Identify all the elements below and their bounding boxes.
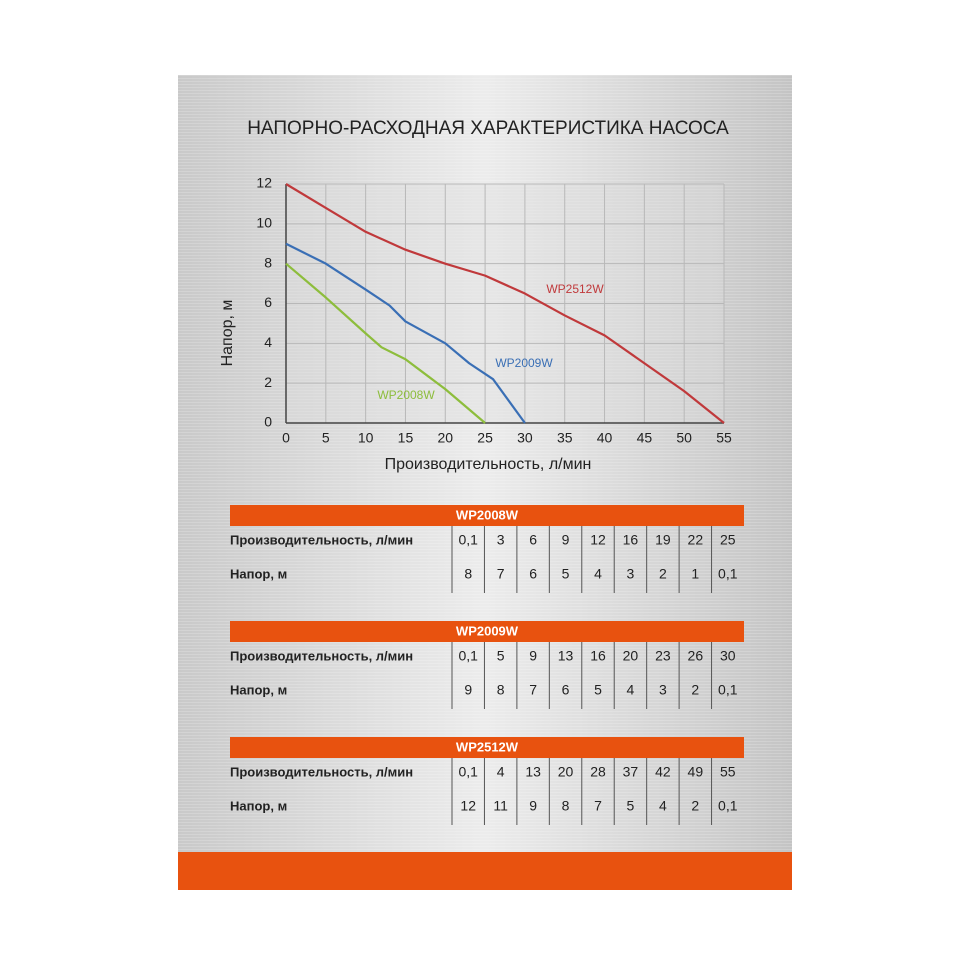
x-tick-label: 30 <box>517 430 533 446</box>
y-tick-label: 10 <box>256 215 272 231</box>
table-header <box>230 621 744 642</box>
table-cell: 3 <box>627 566 635 582</box>
table-cell: 5 <box>594 682 602 698</box>
table-cell: 6 <box>562 682 570 698</box>
table-cell: 12 <box>460 798 476 814</box>
table-cell: 55 <box>720 764 736 780</box>
series-label: WP2512W <box>546 282 604 296</box>
y-tick-label: 0 <box>264 414 272 430</box>
table-cell: 9 <box>529 648 537 664</box>
table-cell: 11 <box>493 798 508 814</box>
table-cell: 0,1 <box>458 532 478 548</box>
x-tick-label: 25 <box>477 430 493 446</box>
table-cell: 22 <box>688 532 704 548</box>
table-cell: 0,1 <box>458 648 478 664</box>
table-cell: 9 <box>562 532 570 548</box>
table-cell: 13 <box>525 764 541 780</box>
x-tick-label: 55 <box>716 430 732 446</box>
table-cell: 49 <box>688 764 704 780</box>
row-label: Производительность, л/мин <box>230 532 413 547</box>
table-header <box>230 737 744 758</box>
x-tick-label: 45 <box>637 430 653 446</box>
table-cell: 37 <box>623 764 639 780</box>
table-cell: 3 <box>659 682 667 698</box>
table-cell: 28 <box>590 764 606 780</box>
table-title: WP2009W <box>456 623 519 638</box>
table-cell: 30 <box>720 648 736 664</box>
table-title: WP2512W <box>456 739 519 754</box>
table-cell: 6 <box>529 532 537 548</box>
y-axis-label: Напор, м <box>219 300 236 367</box>
x-tick-label: 15 <box>398 430 414 446</box>
row-label: Напор, м <box>230 566 287 581</box>
table-cell: 4 <box>659 798 667 814</box>
x-tick-label: 20 <box>437 430 453 446</box>
table-cell: 8 <box>562 798 570 814</box>
table-cell: 12 <box>590 532 606 548</box>
table-cell: 9 <box>464 682 472 698</box>
row-label: Производительность, л/мин <box>230 764 413 779</box>
table-cell: 0,1 <box>718 682 738 698</box>
table-cell: 6 <box>529 566 537 582</box>
table-cell: 2 <box>659 566 667 582</box>
table-cell: 8 <box>497 682 505 698</box>
series-label: WP2008W <box>377 388 435 402</box>
table-cell: 2 <box>691 798 699 814</box>
table-cell: 4 <box>627 682 635 698</box>
table-cell: 25 <box>720 532 736 548</box>
x-axis-label: Производительность, л/мин <box>385 456 592 473</box>
y-tick-label: 8 <box>264 254 272 270</box>
table-cell: 7 <box>497 566 505 582</box>
x-tick-label: 35 <box>557 430 573 446</box>
table-cell: 20 <box>558 764 574 780</box>
x-tick-label: 40 <box>597 430 613 446</box>
row-label: Напор, м <box>230 682 287 697</box>
table-cell: 3 <box>497 532 505 548</box>
x-tick-label: 50 <box>676 430 692 446</box>
table-cell: 5 <box>562 566 570 582</box>
x-tick-label: 5 <box>322 430 330 446</box>
table-cell: 16 <box>590 648 606 664</box>
y-tick-label: 2 <box>264 374 272 390</box>
table-cell: 7 <box>594 798 602 814</box>
table-cell: 8 <box>464 566 472 582</box>
row-label: Производительность, л/мин <box>230 648 413 663</box>
table-cell: 7 <box>529 682 537 698</box>
chart-title: НАПОРНО-РАСХОДНАЯ ХАРАКТЕРИСТИКА НАСОСА <box>247 118 729 139</box>
table-header <box>230 505 744 526</box>
table-cell: 5 <box>497 648 505 664</box>
table-cell: 23 <box>655 648 671 664</box>
y-tick-label: 4 <box>264 334 272 350</box>
table-cell: 2 <box>691 682 699 698</box>
y-tick-label: 6 <box>264 294 272 310</box>
series-line <box>285 262 486 424</box>
table-cell: 20 <box>623 648 639 664</box>
table-cell: 9 <box>529 798 537 814</box>
table-cell: 1 <box>691 566 699 582</box>
table-cell: 0,1 <box>718 798 738 814</box>
table-cell: 19 <box>655 532 671 548</box>
footer-bar <box>178 852 792 890</box>
table-title: WP2008W <box>456 507 519 522</box>
row-label: Напор, м <box>230 798 287 813</box>
table-cell: 4 <box>497 764 505 780</box>
table-cell: 26 <box>688 648 704 664</box>
table-cell: 0,1 <box>718 566 738 582</box>
x-tick-label: 0 <box>282 430 290 446</box>
table-cell: 16 <box>623 532 639 548</box>
table-cell: 5 <box>627 798 635 814</box>
x-tick-label: 10 <box>358 430 374 446</box>
table-cell: 13 <box>558 648 574 664</box>
table-cell: 42 <box>655 764 671 780</box>
plot: 0 2 4 6 8 10 12 0 5 10 15 20 25 30 35 40 45 50 55 WP2512W WP… <box>256 175 732 446</box>
y-tick-label: 12 <box>256 175 272 191</box>
series-line <box>285 242 526 424</box>
table-cell: 0,1 <box>458 764 478 780</box>
series-label: WP2009W <box>495 356 553 370</box>
series-line <box>285 183 725 424</box>
table-cell: 4 <box>594 566 602 582</box>
